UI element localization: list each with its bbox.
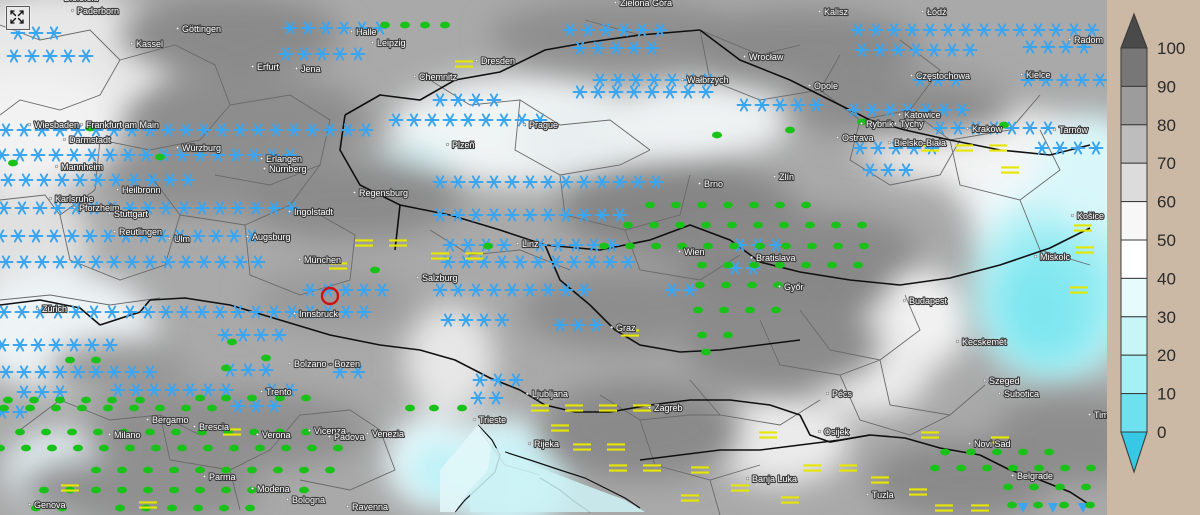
selected-location-marker[interactable] [320, 286, 340, 306]
colorbar-band [1120, 239, 1148, 279]
marker-ring[interactable] [320, 286, 340, 306]
colorbar-band [1120, 277, 1148, 318]
expand-arrows-icon [10, 10, 24, 24]
colorbar-band [1120, 316, 1148, 356]
colorbar-tick-label: 80 [1157, 116, 1176, 135]
colorbar-panel: 100 90 80 70 60 50 40 30 20 10 0 [1107, 0, 1200, 515]
colorbar-tick-label: 20 [1157, 346, 1176, 365]
colorbar-tick-label: 70 [1157, 154, 1176, 173]
fullscreen-expand-icon[interactable] [6, 6, 30, 30]
cloud-field-low [0, 0, 1107, 515]
weather-map-canvas[interactable]: PaderbornBielefeldGöttingenKasselErfurtJ… [0, 0, 1107, 515]
colorbar-tick-label: 100 [1157, 39, 1185, 58]
colorbar-band [1120, 124, 1148, 164]
colorbar-tick-label: 10 [1157, 385, 1176, 404]
colorbar-band [1120, 201, 1148, 241]
colorbar-band [1120, 354, 1148, 395]
country-borders [0, 29, 1091, 513]
colorbar-tick-label: 50 [1157, 231, 1176, 250]
colorbar-tick-label: 40 [1157, 269, 1176, 288]
colorbar-extend-top [1120, 12, 1148, 49]
colorbar-band [1120, 162, 1148, 203]
colorbar-extend-bottom [1120, 431, 1148, 474]
colorbar-band [1120, 47, 1148, 87]
colorbar-band [1120, 85, 1148, 126]
colorbar-tick-label: 0 [1157, 423, 1166, 442]
adriatic-sea [440, 425, 645, 512]
colorbar-band [1120, 393, 1148, 433]
map-raster-layer: PaderbornBielefeldGöttingenKasselErfurtJ… [0, 0, 1107, 515]
colorbar-tick-label: 90 [1157, 77, 1176, 96]
colorbar-tick-label: 30 [1157, 308, 1176, 327]
colorbar-tick-label: 60 [1157, 193, 1176, 212]
